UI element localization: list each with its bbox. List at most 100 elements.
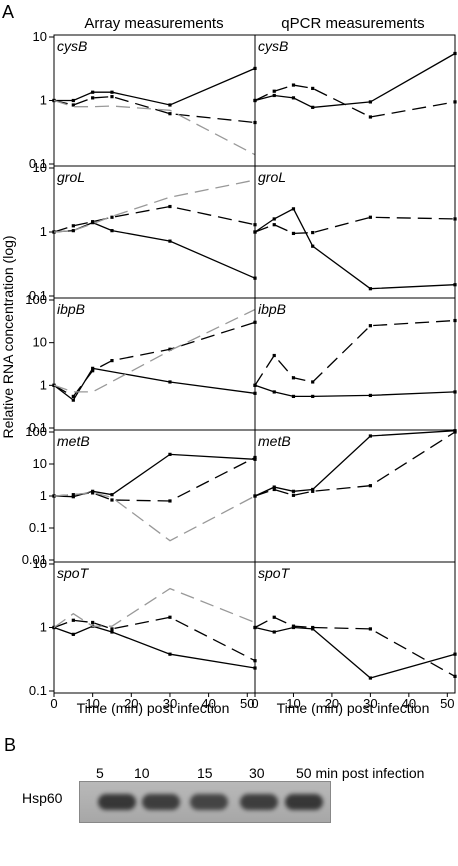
series-line-2 bbox=[53, 99, 256, 156]
gene-label: cysB bbox=[258, 38, 288, 54]
y-tick-label: 10 bbox=[33, 335, 47, 350]
x-tick-label: 10 bbox=[85, 696, 99, 711]
data-point bbox=[272, 353, 276, 358]
series-line-0 bbox=[254, 207, 456, 290]
subplot-metB-qpcr: metB bbox=[253, 429, 457, 563]
data-point bbox=[71, 398, 75, 402]
blot-time-label: 15 bbox=[197, 765, 213, 781]
subplot-frame bbox=[254, 297, 456, 431]
data-point bbox=[110, 215, 114, 219]
y-tick-label: 1 bbox=[40, 224, 47, 239]
y-tick-label: 10 bbox=[33, 456, 47, 471]
data-point bbox=[291, 493, 296, 497]
panel-b-label: B bbox=[4, 735, 17, 755]
data-point bbox=[272, 223, 276, 227]
x-tick-label: 20 bbox=[325, 696, 339, 711]
data-point bbox=[311, 487, 315, 492]
y-tick-label: 10 bbox=[33, 556, 47, 571]
data-point bbox=[368, 393, 372, 398]
data-point bbox=[291, 376, 296, 380]
data-point bbox=[91, 90, 95, 94]
data-point bbox=[311, 394, 315, 399]
data-point bbox=[71, 493, 75, 497]
x-tick-label: 0 bbox=[50, 696, 57, 711]
data-point bbox=[368, 115, 372, 119]
data-point bbox=[453, 51, 457, 56]
western-blot: B 5 10 15 30 50 min post infection Hsp60 bbox=[0, 735, 458, 866]
y-tick-label: 100 bbox=[25, 424, 47, 439]
gene-label: metB bbox=[258, 433, 291, 449]
y-tick-label: 0.1 bbox=[29, 683, 47, 698]
data-point bbox=[253, 383, 257, 387]
gene-label: metB bbox=[57, 433, 90, 449]
data-point bbox=[168, 652, 172, 656]
series-line-1 bbox=[254, 616, 456, 677]
data-point bbox=[311, 489, 315, 493]
data-point bbox=[110, 627, 114, 631]
x-tick-label: 40 bbox=[402, 696, 416, 711]
panels-group: cysB0.1110cysBgroL0.1110groLibpB0.111010… bbox=[22, 29, 457, 698]
gene-label: groL bbox=[258, 169, 286, 185]
y-tick-label: 0.1 bbox=[29, 420, 47, 435]
data-point bbox=[311, 86, 315, 91]
subplot-groL-qpcr: groL bbox=[253, 165, 457, 299]
gene-label: cysB bbox=[57, 38, 87, 54]
x-tick-label: 50 bbox=[240, 696, 254, 711]
data-point bbox=[110, 358, 114, 363]
blot-time-label: 10 bbox=[134, 765, 150, 781]
data-point bbox=[311, 105, 315, 109]
subplot-groL-array: groL 0.1 1 10 bbox=[29, 160, 257, 303]
data-point bbox=[453, 652, 457, 656]
series-line-0 bbox=[254, 430, 456, 497]
y-tick-label: 1 bbox=[40, 620, 47, 635]
x-tick-label: 20 bbox=[124, 696, 138, 711]
subplot-frame bbox=[254, 561, 456, 694]
gene-label: spoT bbox=[57, 565, 90, 581]
subplot-spoT-array: spoT 0.1 1 10 bbox=[29, 556, 257, 698]
data-point bbox=[110, 493, 114, 497]
series-line-1 bbox=[53, 95, 256, 124]
subplot-frame bbox=[254, 34, 456, 167]
series-line-2 bbox=[53, 179, 256, 233]
series-line-0 bbox=[54, 67, 256, 106]
subplot-metB-array: metB 0.01 0.1 1 10 100 bbox=[22, 424, 257, 567]
series-line-1 bbox=[254, 319, 456, 386]
gene-label: ibpB bbox=[57, 301, 85, 317]
subplot-frame bbox=[254, 165, 456, 299]
y-tick-label: 0.1 bbox=[29, 520, 47, 535]
blot-band bbox=[240, 794, 278, 810]
series-line-1 bbox=[254, 84, 456, 118]
data-point bbox=[168, 615, 172, 619]
data-point bbox=[368, 100, 372, 104]
data-point bbox=[71, 618, 75, 622]
data-point bbox=[168, 452, 172, 456]
subplot-cysB-array: cysB 0.1 1 10 bbox=[29, 29, 257, 171]
data-point bbox=[71, 495, 75, 499]
data-point bbox=[110, 95, 114, 99]
data-point bbox=[272, 93, 276, 98]
data-point bbox=[71, 229, 75, 233]
data-point bbox=[368, 215, 372, 219]
series-line-2 bbox=[53, 587, 256, 629]
data-point bbox=[272, 615, 276, 619]
data-point bbox=[91, 220, 95, 224]
data-point bbox=[91, 96, 95, 100]
data-point bbox=[168, 204, 172, 209]
column-title-qpcr: qPCR measurements bbox=[281, 15, 424, 32]
data-point bbox=[110, 630, 114, 634]
x-tick-label: 0 bbox=[251, 696, 258, 711]
data-point bbox=[291, 624, 296, 628]
blot-time-label: 50 min post infection bbox=[296, 765, 425, 781]
data-point bbox=[291, 231, 296, 236]
data-point bbox=[168, 112, 172, 116]
data-point bbox=[272, 487, 276, 492]
data-point bbox=[168, 103, 172, 107]
x-tick-label: 30 bbox=[363, 696, 377, 711]
x-tick-label: 10 bbox=[286, 696, 300, 711]
y-tick-label: 0.1 bbox=[29, 288, 47, 303]
series-line-2 bbox=[53, 491, 256, 542]
blot-band bbox=[142, 794, 180, 810]
x-tick-label: 50 bbox=[440, 696, 454, 711]
gene-label: ibpB bbox=[258, 301, 286, 317]
data-point bbox=[368, 484, 372, 488]
